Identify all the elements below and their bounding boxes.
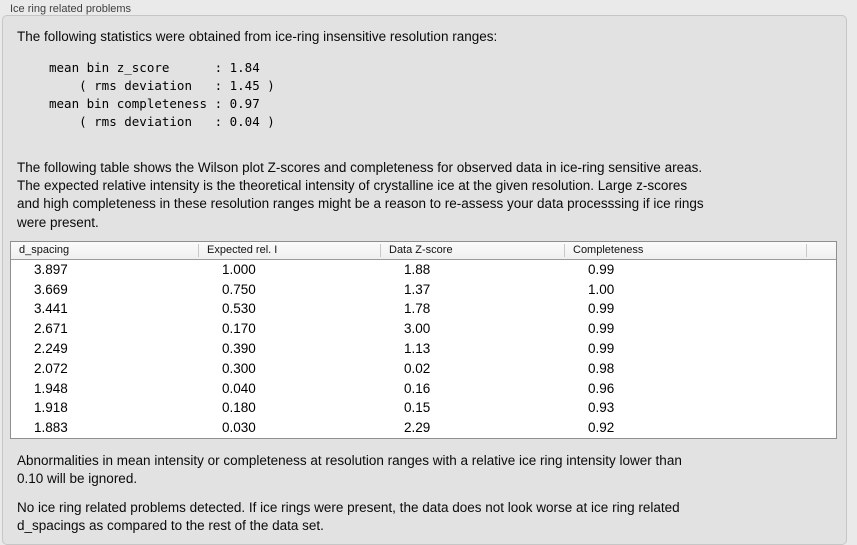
table-cell: 0.16 xyxy=(404,380,431,396)
table-row[interactable]: 2.072 0.300 0.02 0.98 xyxy=(11,359,836,379)
table-cell: 3.669 xyxy=(34,281,68,297)
conclusion-text: No ice ring related problems detected. I… xyxy=(17,499,680,533)
table-row[interactable]: 2.249 0.390 1.13 0.99 xyxy=(11,339,836,359)
table-cell-filler xyxy=(807,280,836,300)
table-cell: 0.180 xyxy=(222,400,256,416)
table-cell: 3.897 xyxy=(34,261,68,277)
table-row[interactable]: 3.897 1.000 1.88 0.99 xyxy=(11,260,836,280)
table-cell: 0.750 xyxy=(222,281,256,297)
table-header-row: d_spacing Expected rel. I Data Z-score C… xyxy=(11,241,836,260)
column-header-d-spacing[interactable]: d_spacing xyxy=(11,242,199,259)
table-cell: 2.671 xyxy=(34,321,68,337)
table-cell: 1.000 xyxy=(222,261,256,277)
table-cell-filler xyxy=(807,260,836,280)
column-header-data-z-score[interactable]: Data Z-score xyxy=(381,242,565,259)
table-cell: 1.78 xyxy=(404,301,431,317)
table-cell: 2.072 xyxy=(34,360,68,376)
column-header-completeness[interactable]: Completeness xyxy=(565,242,807,259)
table-cell-filler xyxy=(807,418,836,438)
table-cell: 0.040 xyxy=(222,380,256,396)
table-cell: 2.29 xyxy=(404,420,431,436)
table-cell: 0.390 xyxy=(222,341,256,356)
column-header-expected-rel-i[interactable]: Expected rel. I xyxy=(199,242,381,259)
table-row[interactable]: 3.669 0.750 1.37 1.00 xyxy=(11,280,836,300)
table-row[interactable]: 1.948 0.040 0.16 0.96 xyxy=(11,379,836,399)
table-cell: 0.02 xyxy=(404,360,431,376)
table-cell: 2.249 xyxy=(34,341,68,356)
column-header-filler xyxy=(807,242,836,259)
table-cell: 0.99 xyxy=(588,301,615,317)
table-cell: 3.00 xyxy=(404,321,431,337)
intro-text: The following statistics were obtained f… xyxy=(17,29,498,44)
table-cell: 1.37 xyxy=(404,281,431,297)
description-text: The following table shows the Wilson plo… xyxy=(17,160,704,230)
stats-block: mean bin z_score : 1.84 ( rms deviation … xyxy=(49,60,275,129)
ice-ring-table: d_spacing Expected rel. I Data Z-score C… xyxy=(10,240,837,439)
table-cell: 1.88 xyxy=(404,261,431,277)
table-cell: 0.030 xyxy=(222,420,256,436)
table-cell-filler xyxy=(807,398,836,418)
table-row[interactable]: 1.883 0.030 2.29 0.92 xyxy=(11,418,836,438)
table-cell: 1.948 xyxy=(34,380,68,396)
panel-title: Ice ring related problems xyxy=(10,3,132,15)
table-cell-filler xyxy=(807,359,836,379)
table-cell-filler xyxy=(807,319,836,339)
table-cell-filler xyxy=(807,339,836,359)
table-cell: 3.441 xyxy=(34,301,68,317)
table-cell: 0.530 xyxy=(222,301,256,317)
table-cell: 0.99 xyxy=(588,321,615,337)
table-cell-filler xyxy=(807,299,836,319)
table-row[interactable]: 2.671 0.170 3.00 0.99 xyxy=(11,319,836,339)
table-cell: 0.99 xyxy=(588,341,615,356)
table-body: 3.897 1.000 1.88 0.99 3.669 0.750 1.37 1.00 3.44… xyxy=(11,259,836,438)
table-row[interactable]: 1.918 0.180 0.15 0.93 xyxy=(11,398,836,418)
table-cell-filler xyxy=(807,379,836,399)
table-cell: 0.15 xyxy=(404,400,431,416)
table-cell: 1.13 xyxy=(404,341,431,356)
ice-ring-groupbox: The following statistics were obtained f… xyxy=(2,15,847,545)
table-cell: 1.918 xyxy=(34,400,68,416)
table-cell: 0.99 xyxy=(588,261,615,277)
table-cell: 0.96 xyxy=(588,380,615,396)
table-cell: 0.92 xyxy=(588,420,615,436)
table-cell: 0.300 xyxy=(222,360,256,376)
table-cell: 0.93 xyxy=(588,400,615,416)
table-cell: 1.883 xyxy=(34,420,68,436)
ignore-note-text: Abnormalities in mean intensity or compl… xyxy=(17,452,682,486)
table-row[interactable]: 3.441 0.530 1.78 0.99 xyxy=(11,299,836,319)
table-cell: 0.98 xyxy=(588,360,615,376)
table-cell: 0.170 xyxy=(222,321,256,337)
table-cell: 1.00 xyxy=(588,281,615,297)
